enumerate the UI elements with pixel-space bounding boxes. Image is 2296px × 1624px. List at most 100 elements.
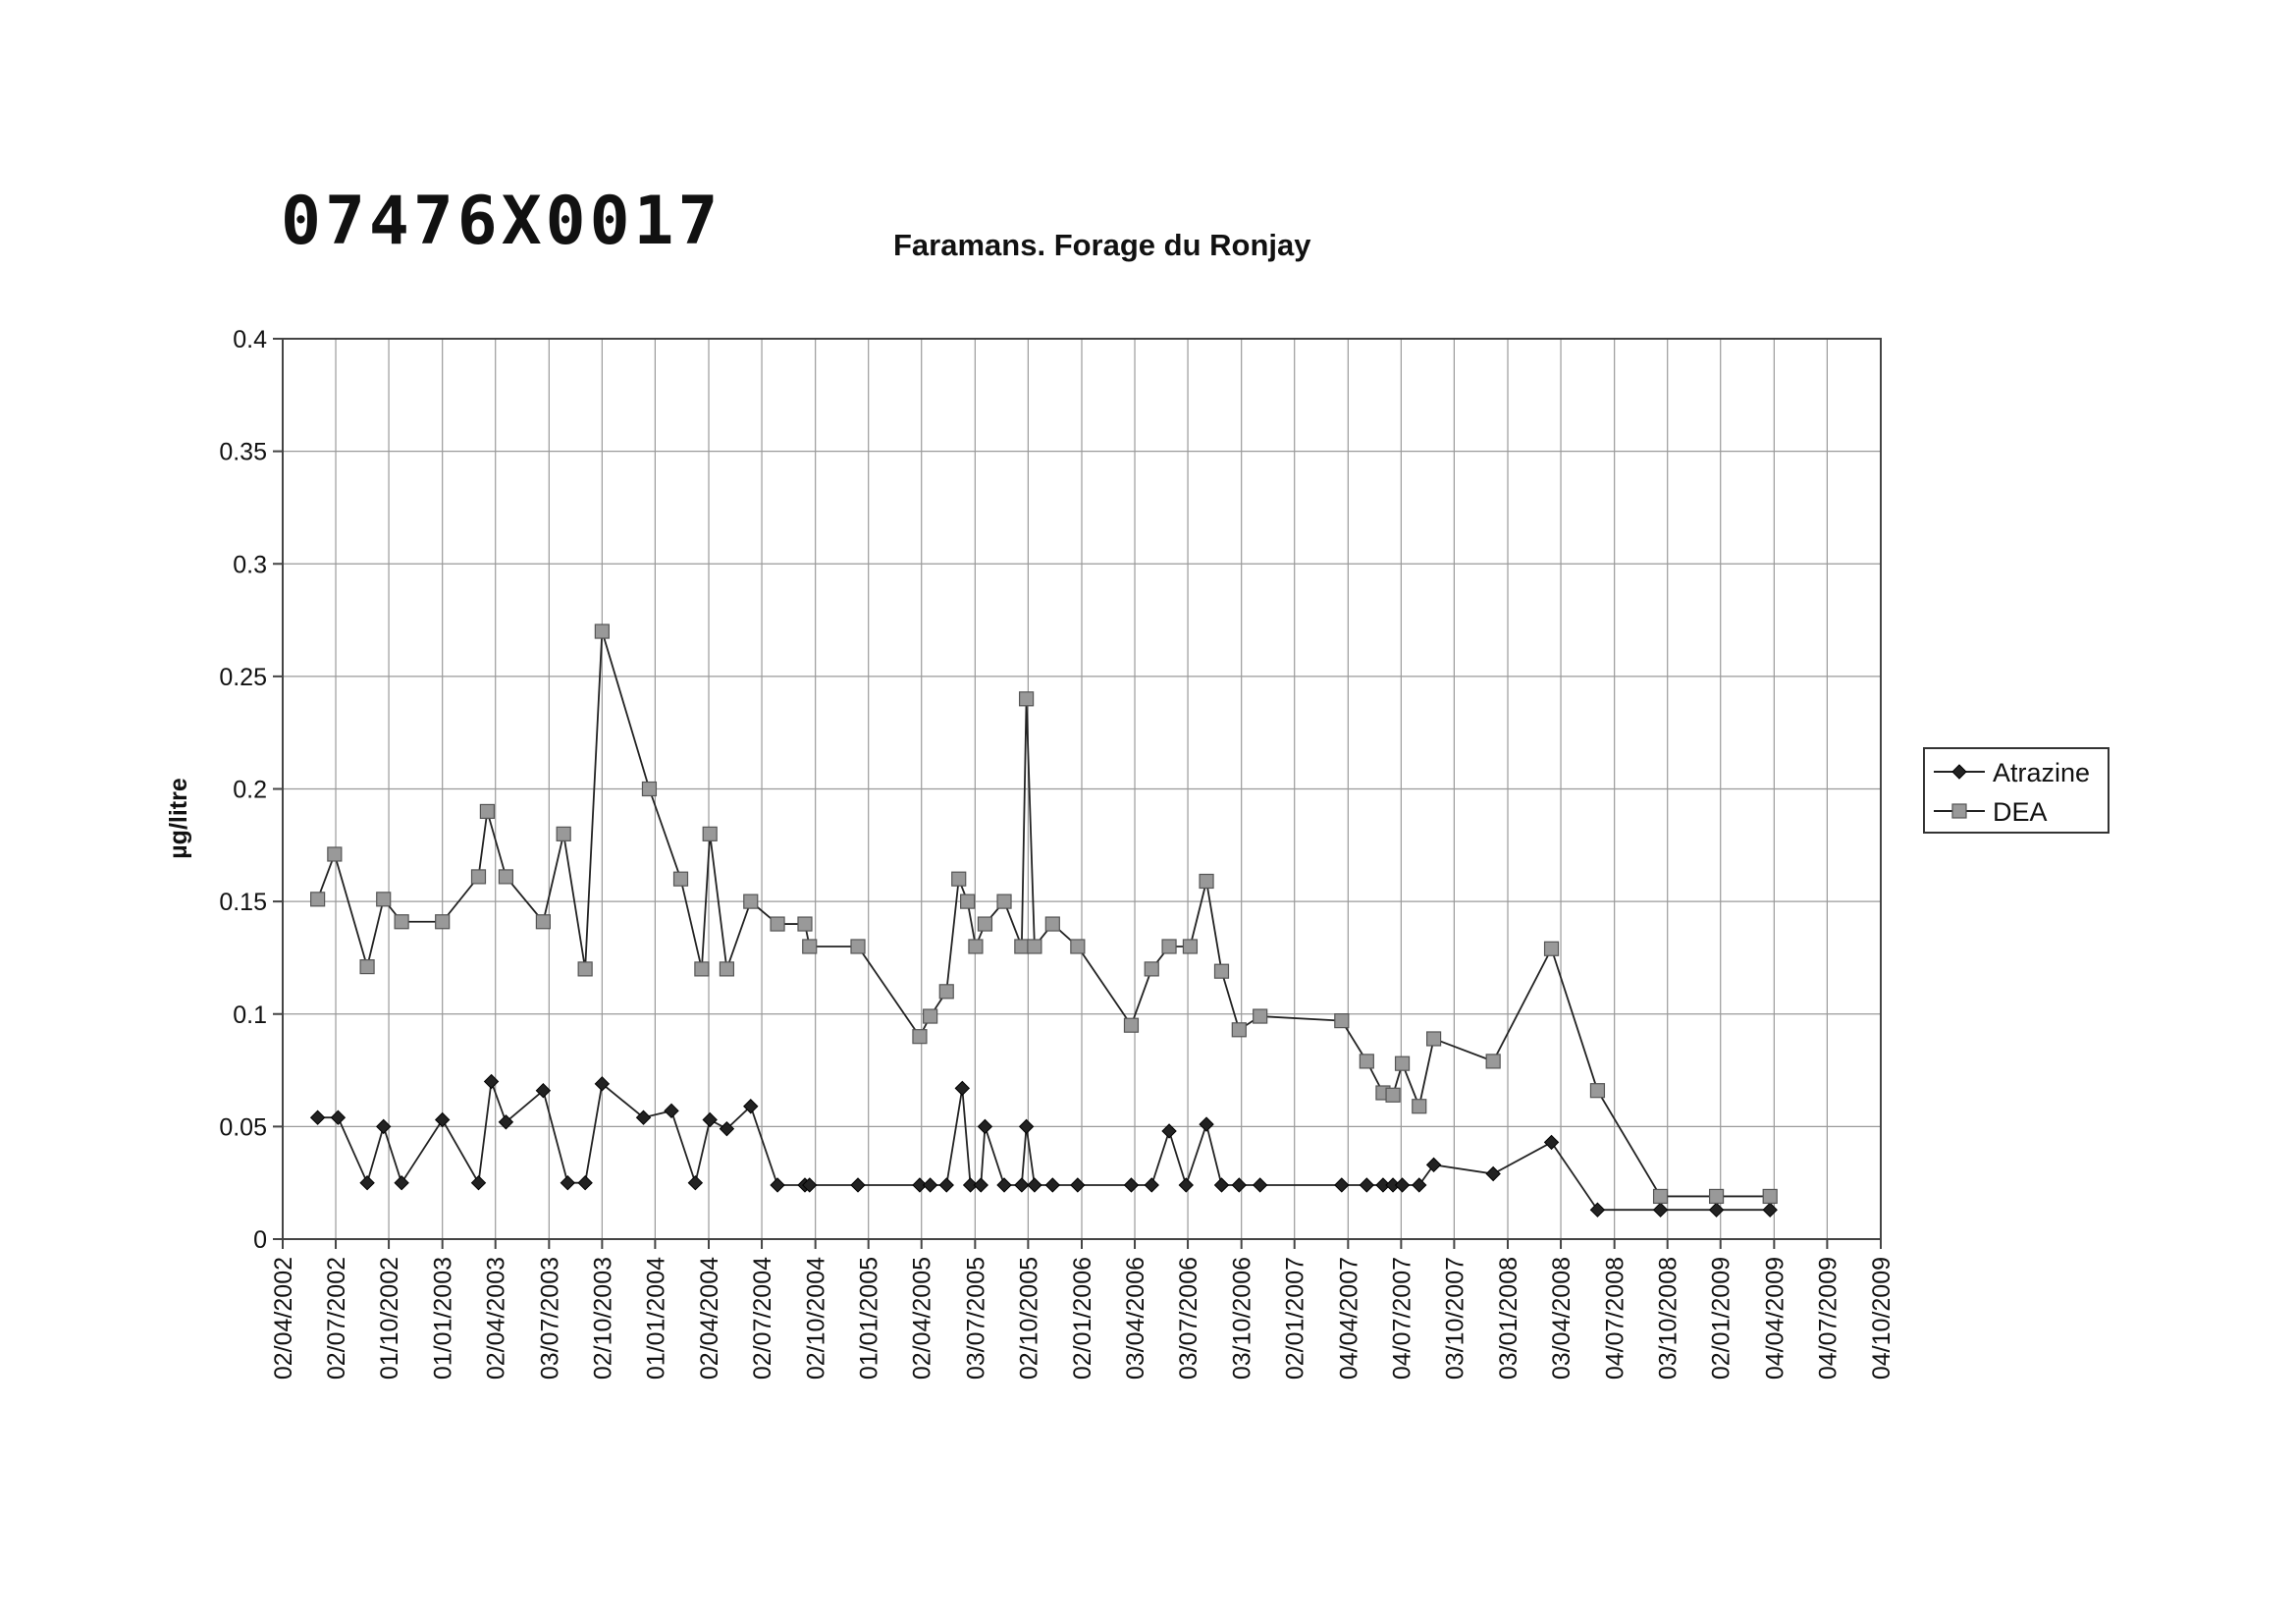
data-point	[498, 869, 513, 885]
data-point	[1334, 1177, 1350, 1193]
data-point	[1425, 1157, 1442, 1173]
data-point	[702, 1111, 718, 1128]
data-point	[1213, 963, 1230, 979]
data-point	[1394, 1056, 1411, 1071]
data-point	[1231, 1022, 1247, 1038]
data-point	[850, 939, 866, 954]
data-point	[960, 893, 976, 909]
x-tick-label: 02/10/2003	[589, 1257, 616, 1380]
data-point	[1018, 691, 1035, 707]
x-tick-label: 02/01/2006	[1069, 1257, 1096, 1380]
data-point	[977, 916, 993, 932]
legend-marker	[1951, 764, 1967, 780]
data-point	[1178, 1177, 1194, 1193]
data-point	[1144, 1177, 1159, 1193]
data-point	[694, 961, 710, 977]
data-point	[1027, 1177, 1042, 1193]
data-point	[1589, 1202, 1606, 1218]
data-point	[594, 1076, 611, 1092]
data-point	[1199, 873, 1214, 890]
data-point	[973, 1177, 988, 1193]
data-point	[635, 1110, 652, 1125]
data-point	[802, 1177, 818, 1193]
y-axis: 0 0.05 0.1 0.15 0.2 0.25 0.3 0.35 0.4	[219, 326, 283, 1254]
data-point	[560, 1174, 576, 1191]
data-point	[434, 1111, 451, 1128]
x-tick-label: 02/10/2004	[803, 1257, 830, 1380]
data-point	[850, 1177, 866, 1193]
data-point	[1652, 1202, 1669, 1218]
x-tick-label: 01/01/2004	[642, 1257, 669, 1380]
data-point	[577, 961, 593, 977]
data-point	[719, 961, 735, 977]
data-point	[1014, 939, 1030, 954]
data-point	[641, 781, 658, 797]
data-point	[310, 892, 326, 907]
data-point	[912, 1029, 928, 1045]
x-tick-label: 03/04/2006	[1122, 1257, 1149, 1380]
data-point	[376, 892, 392, 907]
x-tick-label: 03/10/2008	[1655, 1257, 1682, 1380]
data-point	[1161, 1123, 1177, 1139]
data-point	[535, 1082, 552, 1099]
data-point	[664, 1103, 679, 1119]
data-point	[1253, 1008, 1268, 1024]
legend-label: Atrazine	[1993, 758, 2090, 787]
data-point	[1044, 916, 1060, 932]
data-point	[1412, 1177, 1427, 1193]
data-point	[1027, 939, 1042, 954]
data-point	[330, 1110, 347, 1125]
data-point	[1708, 1188, 1725, 1205]
y-tick-label: 0.2	[233, 777, 267, 804]
data-point	[938, 984, 954, 1000]
data-point	[1359, 1054, 1374, 1069]
x-tick-label: 04/07/2009	[1814, 1257, 1842, 1380]
data-point	[577, 1174, 593, 1191]
data-point	[1182, 939, 1199, 954]
data-point	[1394, 1177, 1411, 1193]
data-point	[1018, 1118, 1035, 1135]
x-tick-label: 02/01/2007	[1282, 1257, 1309, 1380]
data-point	[968, 939, 984, 954]
data-point	[1359, 1177, 1375, 1193]
data-point	[376, 1118, 392, 1135]
x-tick-label: 01/01/2005	[856, 1257, 883, 1380]
x-axis: 02/04/2002 02/07/2002 01/10/2002 01/01/2003…	[270, 1239, 1896, 1380]
data-point	[1385, 1087, 1401, 1103]
data-point	[702, 826, 718, 841]
data-point	[470, 869, 487, 885]
data-point	[672, 871, 689, 887]
data-point	[719, 1120, 735, 1137]
data-point	[1231, 1177, 1248, 1193]
data-point	[1652, 1188, 1669, 1205]
x-tick-label: 02/04/2003	[483, 1257, 510, 1380]
data-point	[1762, 1188, 1778, 1205]
data-point	[1199, 1116, 1214, 1132]
data-point	[1123, 1017, 1140, 1033]
y-tick-label: 0.35	[219, 439, 267, 466]
x-tick-label: 04/04/2009	[1761, 1257, 1789, 1380]
data-point	[483, 1073, 500, 1090]
data-point	[962, 1177, 979, 1193]
x-tick-label: 02/04/2004	[696, 1257, 723, 1380]
y-tick-label: 0.15	[219, 889, 267, 916]
y-tick-label: 0.05	[219, 1113, 267, 1141]
data-point	[1426, 1031, 1442, 1047]
data-point	[770, 916, 785, 932]
x-tick-label: 03/10/2007	[1441, 1257, 1468, 1380]
data-point	[359, 959, 375, 975]
data-point	[1762, 1202, 1778, 1218]
data-point	[938, 1177, 954, 1193]
data-point	[1161, 939, 1177, 954]
data-point	[687, 1174, 704, 1191]
x-tick-label: 03/04/2008	[1548, 1257, 1575, 1380]
data-point	[922, 1177, 938, 1193]
data-point	[394, 914, 409, 930]
series-layer	[309, 623, 1778, 1218]
x-tick-label: 04/07/2008	[1602, 1257, 1629, 1380]
data-point	[1485, 1165, 1501, 1182]
y-tick-label: 0.3	[233, 551, 267, 578]
data-point	[802, 939, 818, 954]
x-tick-label: 03/07/2003	[536, 1257, 563, 1380]
